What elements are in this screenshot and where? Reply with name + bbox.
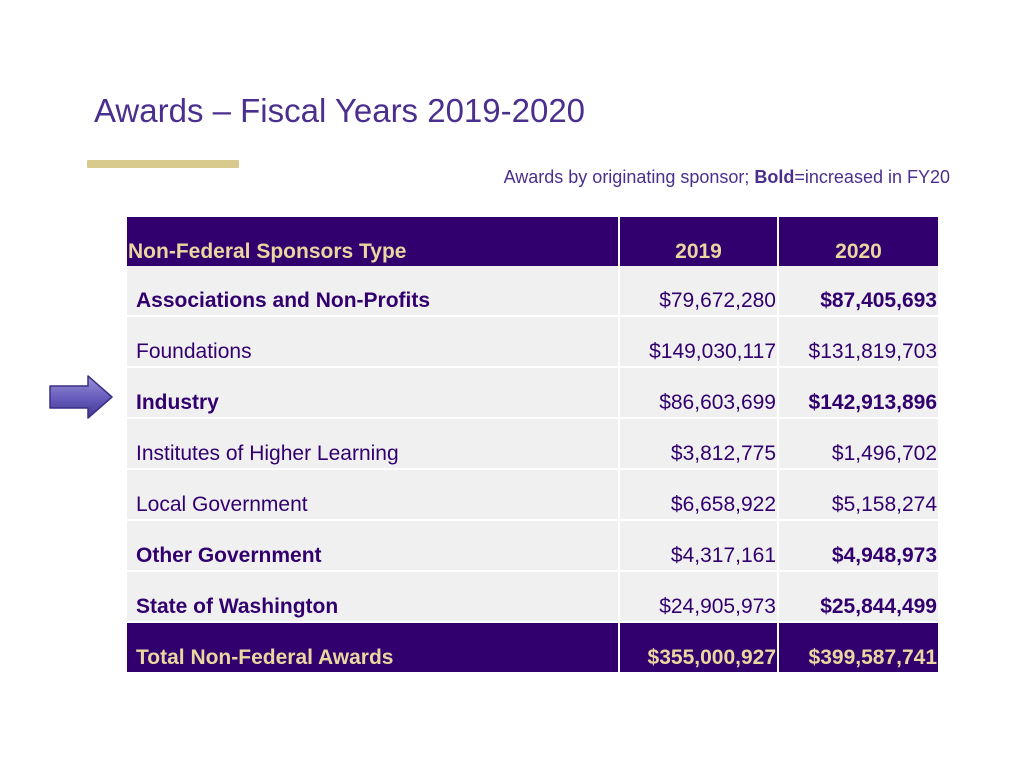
header-sponsor-type: Non-Federal Sponsors Type (127, 217, 620, 266)
row-value-2019: $24,905,973 (619, 571, 779, 623)
slide-subtitle: Awards by originating sponsor; Bold=incr… (504, 167, 950, 188)
table-row: Industry $86,603,699 $142,913,896 (127, 367, 938, 419)
row-value-2020: $25,844,499 (778, 571, 938, 623)
total-2019: $355,000,927 (619, 622, 779, 672)
slide-title: Awards – Fiscal Years 2019-2020 (94, 92, 586, 129)
row-value-2020: $87,405,693 (778, 266, 938, 317)
table-row: Institutes of Higher Learning $3,812,775 $… (127, 418, 938, 470)
row-sponsor-type: Institutes of Higher Learning (127, 418, 620, 470)
total-2020: $399,587,741 (778, 622, 938, 672)
row-value-2019: $86,603,699 (619, 367, 779, 419)
header-2020: 2020 (778, 217, 938, 266)
row-sponsor-type: State of Washington (127, 571, 620, 623)
subtitle-bold-word: Bold (754, 167, 795, 187)
row-value-2019: $149,030,117 (619, 316, 779, 368)
row-value-2019: $4,317,161 (619, 520, 779, 572)
table-row: State of Washington $24,905,973 $25,844,49… (127, 571, 938, 623)
table-row: Other Government $4,317,161 $4,948,973 (127, 520, 938, 572)
row-sponsor-type: Local Government (127, 469, 620, 521)
awards-table: Non-Federal Sponsors Type 2019 2020 Asso… (127, 217, 938, 672)
row-sponsor-type: Other Government (127, 520, 620, 572)
table-row: Local Government $6,658,922 $5,158,274 (127, 469, 938, 521)
total-label: Total Non-Federal Awards (127, 622, 620, 672)
right-arrow-icon (49, 375, 113, 419)
row-value-2019: $6,658,922 (619, 469, 779, 521)
table-body: Associations and Non-Profits $79,672,280 $… (127, 266, 938, 623)
row-value-2020: $142,913,896 (778, 367, 938, 419)
table-row: Associations and Non-Profits $79,672,280 $… (127, 266, 938, 317)
table-header-row: Non-Federal Sponsors Type 2019 2020 (127, 217, 938, 266)
row-sponsor-type: Industry (127, 367, 620, 419)
row-value-2019: $3,812,775 (619, 418, 779, 470)
row-value-2020: $1,496,702 (778, 418, 938, 470)
row-value-2019: $79,672,280 (619, 266, 779, 317)
row-sponsor-type: Associations and Non-Profits (127, 266, 620, 317)
row-value-2020: $4,948,973 (778, 520, 938, 572)
subtitle-prefix: Awards by originating sponsor; (503, 167, 755, 187)
row-value-2020: $5,158,274 (778, 469, 938, 521)
title-underline (87, 160, 239, 168)
row-sponsor-type: Foundations (127, 316, 620, 368)
header-2019: 2019 (619, 217, 779, 266)
row-value-2020: $131,819,703 (778, 316, 938, 368)
total-row: Total Non-Federal Awards $355,000,927 $3… (127, 622, 938, 672)
subtitle-suffix: =increased in FY20 (794, 167, 950, 187)
table-row: Foundations $149,030,117 $131,819,703 (127, 316, 938, 368)
